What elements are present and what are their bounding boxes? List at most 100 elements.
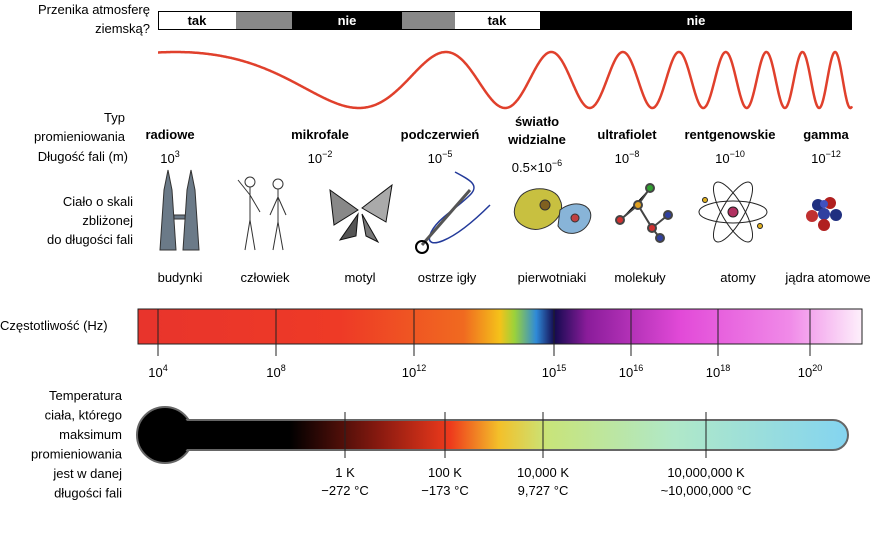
icon-molecule (615, 183, 673, 243)
icon-nucleus (806, 197, 842, 231)
icon-butterfly (329, 183, 393, 244)
row-label: Typ (104, 110, 125, 125)
label: Przenika atmosferę (38, 2, 150, 17)
wavelength: 10−12 (811, 149, 841, 166)
frequency-label-base: 10 (266, 365, 280, 380)
object-name: motyl (344, 270, 375, 285)
object-name: jądra atomowe (784, 270, 870, 285)
temperature-label: 9,727 °C (518, 483, 569, 498)
wavelength: 0.5×10−6 (512, 158, 562, 175)
wavelength-base: 10 (308, 151, 322, 166)
frequency-label: 1020 (798, 363, 822, 380)
wavelength-base: 10 (160, 151, 174, 166)
atmo-text: nie (687, 13, 706, 28)
wavelength: 10−10 (715, 149, 745, 166)
type-name: gamma (803, 127, 849, 142)
wavelength-base: 10 (811, 151, 825, 166)
wavelength-base: 10 (428, 151, 442, 166)
frequency-label: 1018 (706, 363, 730, 380)
icon-needle (415, 171, 491, 254)
thermometer-tube (159, 419, 849, 451)
frequency-label-exp: 12 (416, 363, 426, 373)
frequency-label: 1015 (542, 363, 566, 380)
row-label: ciała, którego (45, 408, 122, 423)
frequency-label-exp: 16 (633, 363, 643, 373)
type-name: mikrofale (291, 127, 349, 142)
frequency-label-exp: 20 (812, 363, 822, 373)
temperature-label: 10,000,000 K (667, 465, 745, 480)
temperature-label: 10,000 K (517, 465, 569, 480)
type-name: widzialne (507, 132, 566, 147)
row-label: długości fali (54, 486, 122, 501)
atmo-text: nie (338, 13, 357, 28)
icon-protozoa (513, 188, 592, 234)
wavelength-exp: −8 (629, 149, 639, 159)
object-name: ostrze igły (418, 270, 477, 285)
wavelength-exp: −5 (442, 149, 452, 159)
frequency-label-base: 10 (148, 365, 162, 380)
wave (158, 50, 854, 110)
temperature-label: −173 °C (421, 483, 468, 498)
row-label: Temperatura (49, 388, 123, 403)
type-name: podczerwień (401, 127, 480, 142)
wavelength: 103 (160, 149, 179, 166)
wavelength: 10−5 (428, 149, 453, 166)
frequency-label-base: 10 (402, 365, 416, 380)
wavelength: 10−2 (308, 149, 333, 166)
object-name: budynki (158, 270, 203, 285)
atmo-segment (159, 12, 236, 29)
atmo-text: tak (488, 13, 508, 28)
atmo-segment (402, 12, 455, 29)
object-name: atomy (720, 270, 756, 285)
wavelength-base: 10 (715, 151, 729, 166)
frequency-label-base: 10 (619, 365, 633, 380)
label: ziemską? (95, 21, 150, 36)
temperature-label: 1 K (335, 465, 355, 480)
row-label: maksimum (59, 427, 122, 442)
frequency-label: 104 (148, 363, 167, 380)
atmo-segment (236, 12, 292, 29)
layout: Przenika atmosferę ziemską? tak nie tak … (0, 2, 863, 464)
frequency-label-exp: 4 (163, 363, 168, 373)
thermometer-bulb (139, 409, 191, 461)
row-label: zbliżonej (82, 213, 133, 228)
type-name: radiowe (145, 127, 194, 142)
frequency-label: 1016 (619, 363, 643, 380)
frequency-label-exp: 18 (720, 363, 730, 373)
frequency-bar (137, 308, 863, 345)
type-name: ultrafiolet (597, 127, 657, 142)
wavelength-exp: −2 (322, 149, 332, 159)
object-name: człowiek (240, 270, 290, 285)
wavelength-exp: −12 (826, 149, 841, 159)
wavelength: 10−8 (615, 149, 640, 166)
frequency-label-base: 10 (798, 365, 812, 380)
row-label: jest w danej (52, 466, 122, 481)
row-label: promieniowania (34, 129, 126, 144)
row-label: Częstotliwość (Hz) (0, 318, 108, 333)
wavelength-exp: −10 (730, 149, 745, 159)
object-name: molekuły (614, 270, 666, 285)
object-name: pierwotniaki (518, 270, 587, 285)
wavelength-exp: −6 (552, 158, 562, 168)
frequency-label-exp: 8 (281, 363, 286, 373)
frequency-label-base: 10 (706, 365, 720, 380)
frequency-label-exp: 15 (556, 363, 566, 373)
icon-humans (237, 176, 287, 251)
frequency-label-base: 10 (542, 365, 556, 380)
icon-atom (698, 181, 768, 243)
temperature-label: ~10,000,000 °C (661, 483, 752, 498)
row-label: promieniowania (31, 447, 123, 462)
row-label: Długość fali (m) (38, 149, 128, 164)
wavelength-exp: 3 (175, 149, 180, 159)
type-name: rentgenowskie (684, 127, 775, 142)
row-label: Ciało o skali (63, 194, 133, 209)
icon-buildings (159, 169, 200, 251)
wavelength-base: 0.5×10 (512, 160, 552, 175)
wavelength-base: 10 (615, 151, 629, 166)
atmo-segment (455, 12, 540, 29)
temperature-label: −272 °C (321, 483, 368, 498)
temperature-label: 100 K (428, 465, 462, 480)
atmo-text: tak (188, 13, 208, 28)
type-name: światło (515, 114, 559, 129)
